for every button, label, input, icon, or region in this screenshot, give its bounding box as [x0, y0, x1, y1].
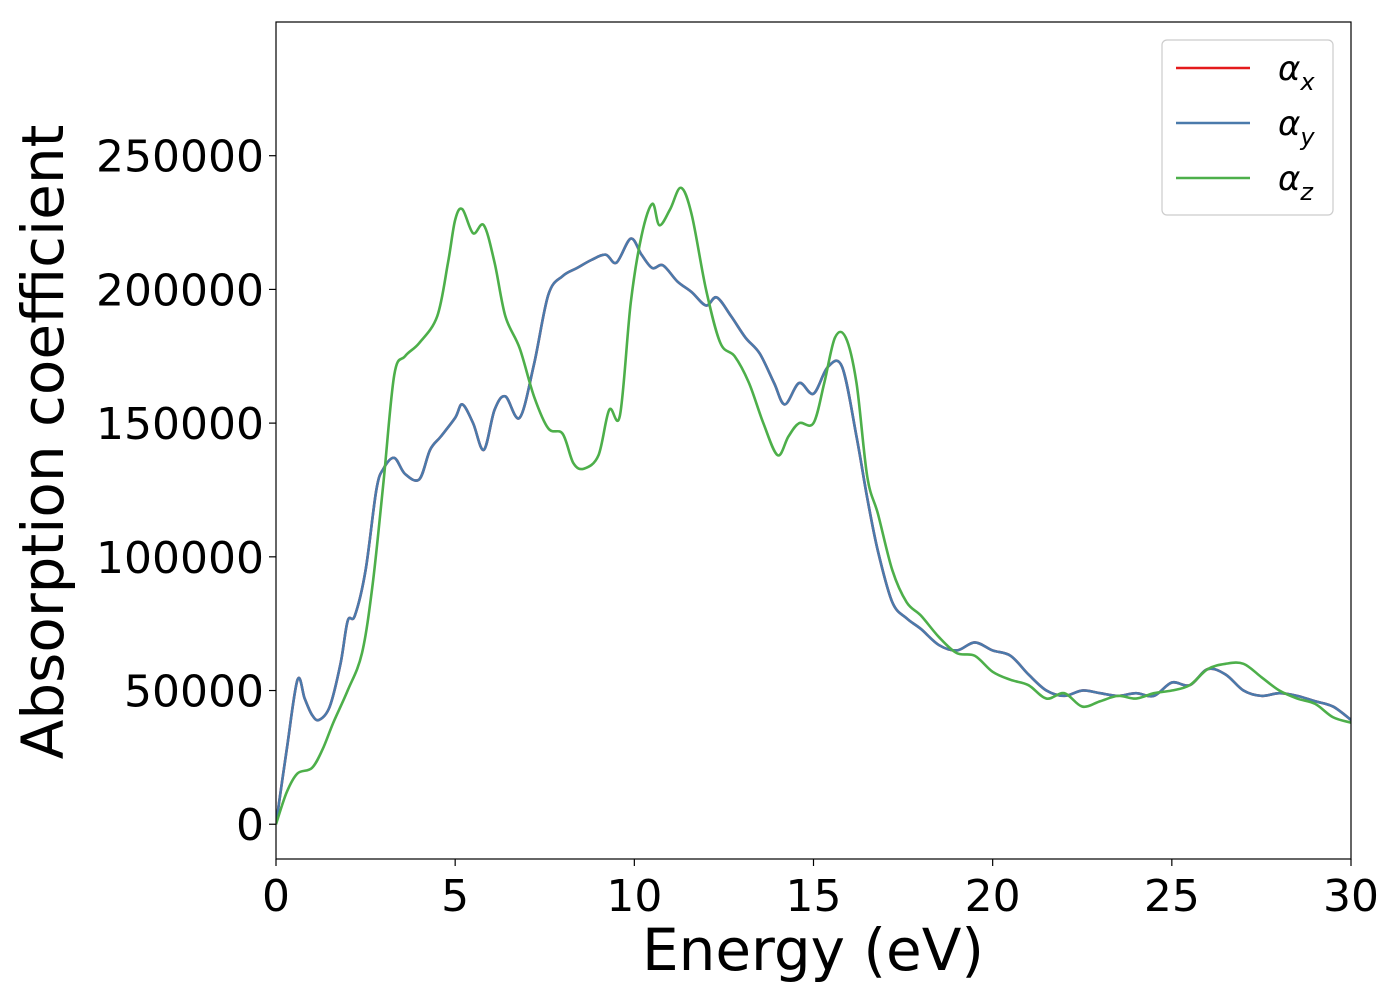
y-tick-label: 200000	[96, 265, 264, 316]
y-tick-label: 100000	[96, 533, 264, 584]
legend-label-x: αx	[1278, 49, 1315, 96]
x-axis-label: Energy (eV)	[642, 916, 984, 984]
y-tick-label: 150000	[96, 399, 264, 450]
series-line-z	[276, 186, 1351, 825]
x-tick-label: 30	[1323, 871, 1379, 922]
legend: αx αy αz	[1161, 39, 1334, 216]
plot-area	[276, 186, 1351, 825]
series-lines	[276, 186, 1351, 825]
legend-label-y: αy	[1278, 104, 1315, 151]
x-tick-label: 10	[606, 871, 662, 922]
axes: 0 5 10 15 20 25 30 0 50000 100000 150000 200000 2500…	[96, 21, 1379, 922]
legend-box	[1161, 39, 1334, 216]
x-tick-label: 20	[965, 871, 1021, 922]
y-tick-label: 250000	[96, 132, 264, 183]
x-tick-label: 0	[262, 871, 290, 922]
x-tick-label: 25	[1144, 871, 1200, 922]
y-tick-label: 0	[236, 800, 264, 851]
legend-label-z: αz	[1278, 159, 1314, 206]
x-tick-label: 15	[786, 871, 842, 922]
x-tick-label: 5	[441, 871, 469, 922]
y-axis-label: Absorption coefficient	[9, 125, 77, 760]
y-tick-label: 50000	[124, 667, 264, 718]
